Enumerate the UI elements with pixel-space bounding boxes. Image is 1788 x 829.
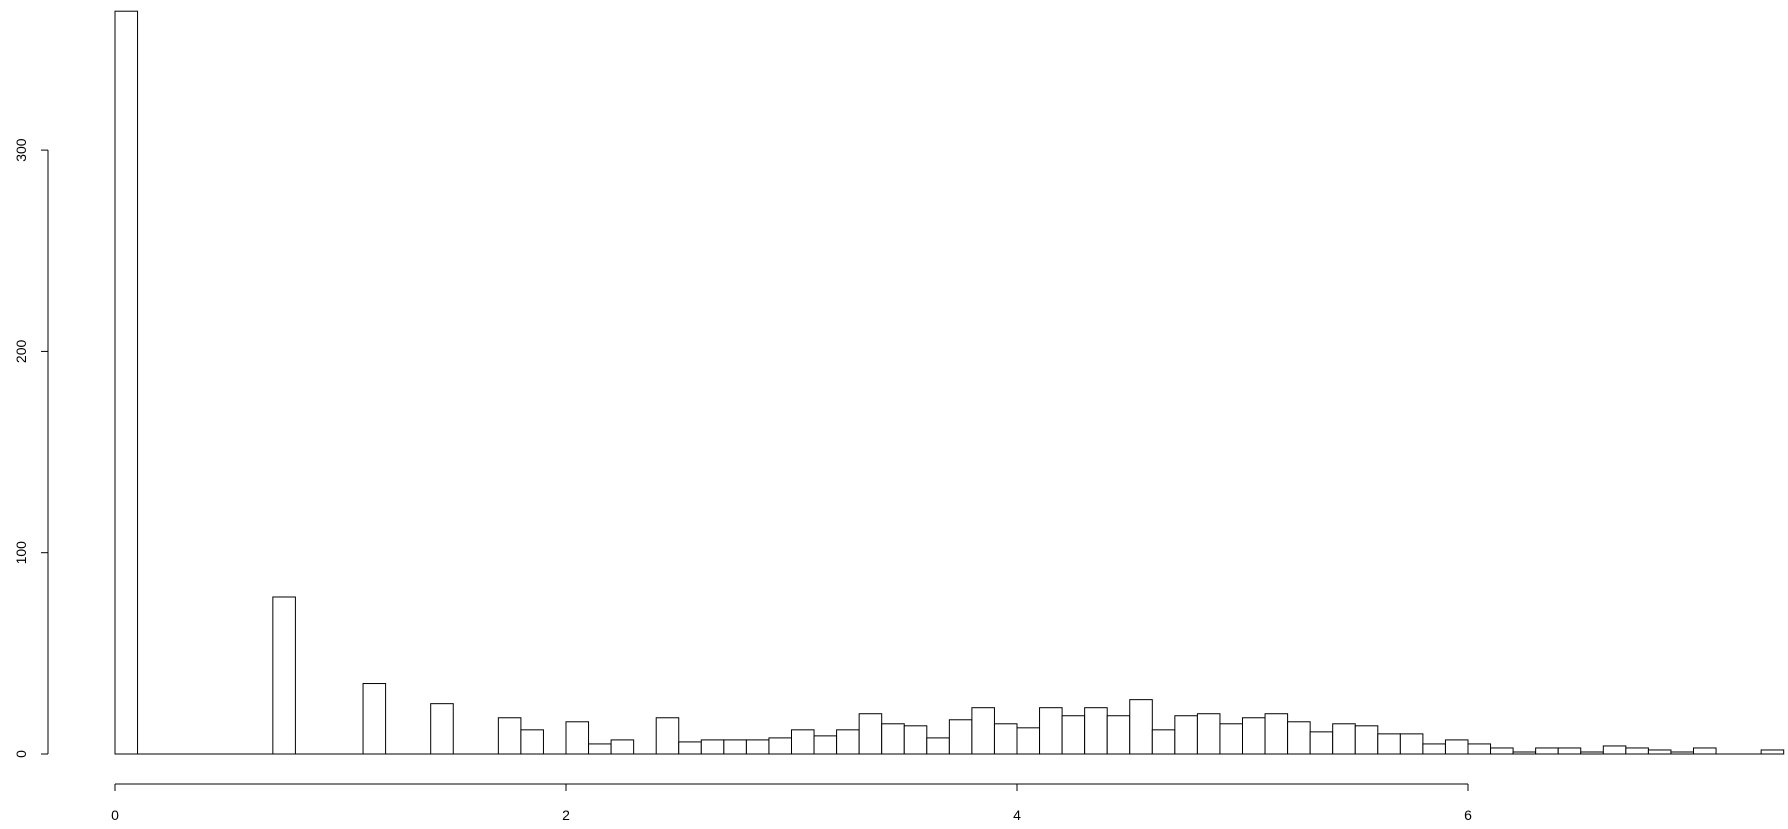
histogram-bar — [1106, 715, 1131, 755]
histogram-bar — [1151, 729, 1176, 755]
histogram-bar — [881, 723, 905, 755]
histogram-bar — [678, 741, 702, 755]
histogram-bar — [1444, 739, 1469, 755]
bars-group — [114, 10, 1785, 755]
histogram-bar — [1399, 733, 1424, 755]
histogram-bar — [1039, 707, 1063, 755]
x-tick-label: 6 — [1464, 807, 1472, 823]
histogram-bar — [948, 719, 973, 755]
histogram-bar — [1174, 715, 1198, 755]
histogram-bar — [1016, 727, 1041, 755]
histogram-bar — [971, 707, 995, 755]
histogram-bar — [1332, 723, 1356, 755]
y-tick-label: 100 — [13, 541, 29, 565]
histogram-bar — [610, 739, 635, 755]
histogram-bar — [1354, 725, 1379, 755]
histogram-bar — [1309, 731, 1334, 755]
histogram-bar — [272, 596, 296, 755]
y-axis: 0 100 200 300 — [13, 138, 49, 758]
x-tick-label: 0 — [111, 807, 119, 823]
histogram-bar — [1377, 733, 1401, 755]
histogram-bar — [1647, 749, 1672, 755]
histogram-bar — [588, 743, 612, 755]
histogram-bar — [1061, 715, 1086, 755]
histogram-bar — [1264, 713, 1289, 755]
histogram-bar — [1490, 747, 1514, 755]
histogram-bar — [813, 735, 838, 755]
histogram-bar — [768, 737, 793, 755]
y-tick-label: 300 — [13, 138, 29, 162]
histogram-bar — [836, 729, 860, 755]
histogram-bar — [114, 10, 139, 755]
histogram-bar — [1219, 723, 1243, 755]
histogram-bar — [993, 723, 1018, 755]
histogram-bar — [1129, 699, 1153, 755]
x-tick-label: 2 — [562, 807, 570, 823]
x-axis: 0 2 4 6 — [111, 783, 1472, 823]
histogram-bar — [565, 721, 590, 755]
histogram-bar — [1557, 747, 1582, 755]
y-tick-label: 0 — [13, 750, 29, 758]
histogram-bar — [1422, 743, 1446, 755]
histogram-bar — [520, 729, 544, 755]
histogram-bar — [723, 739, 747, 755]
histogram-bar — [903, 725, 928, 755]
histogram-bar — [362, 683, 387, 755]
histogram-bar — [1196, 713, 1221, 755]
y-tick-label: 200 — [13, 340, 29, 364]
histogram-bar — [700, 739, 725, 755]
histogram-bar — [858, 713, 883, 755]
histogram-bar — [1467, 743, 1492, 755]
x-tick-label: 4 — [1013, 807, 1021, 823]
histogram-bar — [497, 717, 522, 755]
histogram-bar — [1084, 707, 1108, 755]
histogram-bar — [791, 729, 815, 755]
histogram-bar — [1602, 745, 1627, 755]
histogram-bar — [430, 703, 454, 755]
histogram-bar — [745, 739, 770, 755]
histogram-bar — [1625, 747, 1649, 755]
histogram-bar — [1242, 717, 1266, 755]
histogram-bar — [926, 737, 950, 755]
histogram-bar — [1535, 747, 1559, 755]
histogram-bar — [1287, 721, 1311, 755]
histogram-bar — [1760, 749, 1785, 755]
histogram-bar — [1693, 747, 1717, 755]
histogram-bar — [655, 717, 680, 755]
